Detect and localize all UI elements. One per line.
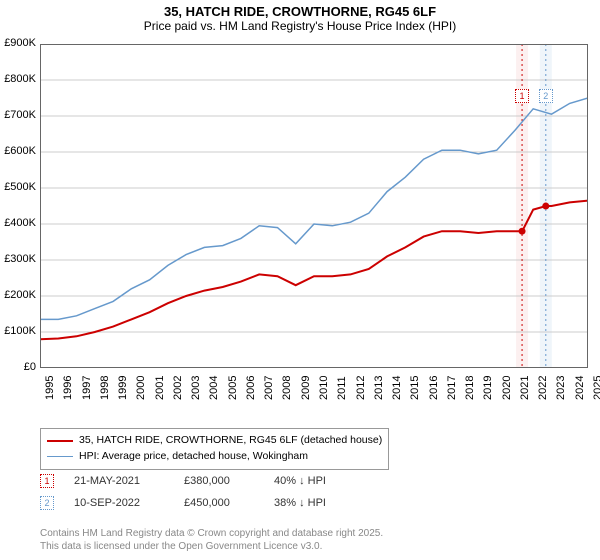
sale-marker-2: 2 — [539, 89, 553, 103]
sale-marker-icon: 1 — [40, 474, 54, 488]
sale-marker-icon: 2 — [40, 496, 54, 510]
x-tick-label: 1999 — [117, 376, 129, 400]
sale-row-1: 1 21-MAY-2021 £380,000 40% ↓ HPI — [40, 474, 326, 488]
x-tick-label: 2009 — [300, 376, 312, 400]
x-tick-label: 2014 — [391, 376, 403, 400]
y-tick-label: £700K — [0, 109, 36, 121]
x-tick-label: 1997 — [81, 376, 93, 400]
legend-item: 35, HATCH RIDE, CROWTHORNE, RG45 6LF (de… — [47, 433, 382, 449]
x-tick-label: 2021 — [519, 376, 531, 400]
legend-label: 35, HATCH RIDE, CROWTHORNE, RG45 6LF (de… — [79, 433, 382, 449]
x-tick-label: 2004 — [208, 376, 220, 400]
sale-row-2: 2 10-SEP-2022 £450,000 38% ↓ HPI — [40, 496, 326, 510]
sale-date: 10-SEP-2022 — [74, 497, 164, 509]
x-tick-label: 1996 — [62, 376, 74, 400]
chart-plot — [40, 44, 588, 368]
y-tick-label: £200K — [0, 289, 36, 301]
legend-item: HPI: Average price, detached house, Woki… — [47, 449, 382, 465]
sale-date: 21-MAY-2021 — [74, 475, 164, 487]
y-tick-label: £800K — [0, 73, 36, 85]
y-tick-label: £0 — [0, 361, 36, 373]
x-tick-label: 2025 — [592, 376, 600, 400]
sale-marker-1: 1 — [515, 89, 529, 103]
x-tick-label: 2000 — [135, 376, 147, 400]
legend: 35, HATCH RIDE, CROWTHORNE, RG45 6LF (de… — [40, 428, 389, 470]
legend-swatch — [47, 456, 73, 457]
x-tick-label: 2007 — [263, 376, 275, 400]
x-tick-label: 2015 — [409, 376, 421, 400]
y-tick-label: £900K — [0, 37, 36, 49]
x-tick-label: 2006 — [245, 376, 257, 400]
sale-price: £380,000 — [184, 475, 254, 487]
y-tick-label: £400K — [0, 217, 36, 229]
x-tick-label: 2024 — [574, 376, 586, 400]
chart-title: 35, HATCH RIDE, CROWTHORNE, RG45 6LF — [0, 0, 600, 19]
x-tick-label: 2001 — [154, 376, 166, 400]
x-tick-label: 2012 — [355, 376, 367, 400]
legend-swatch — [47, 440, 73, 442]
x-tick-label: 2016 — [428, 376, 440, 400]
sale-price: £450,000 — [184, 497, 254, 509]
x-tick-label: 2023 — [555, 376, 567, 400]
x-tick-label: 2019 — [482, 376, 494, 400]
x-tick-label: 2011 — [336, 376, 348, 400]
x-tick-label: 2005 — [227, 376, 239, 400]
x-tick-label: 2013 — [373, 376, 385, 400]
x-tick-label: 2020 — [501, 376, 513, 400]
legend-label: HPI: Average price, detached house, Woki… — [79, 449, 308, 465]
footer-line-1: Contains HM Land Registry data © Crown c… — [40, 528, 383, 539]
x-tick-label: 1995 — [44, 376, 56, 400]
y-tick-label: £300K — [0, 253, 36, 265]
x-tick-label: 2010 — [318, 376, 330, 400]
y-tick-label: £500K — [0, 181, 36, 193]
x-tick-label: 2017 — [446, 376, 458, 400]
footer-line-2: This data is licensed under the Open Gov… — [40, 541, 322, 552]
x-tick-label: 2008 — [281, 376, 293, 400]
y-tick-label: £600K — [0, 145, 36, 157]
y-tick-label: £100K — [0, 325, 36, 337]
sales-table: 1 21-MAY-2021 £380,000 40% ↓ HPI 2 10-SEP-202… — [40, 474, 326, 510]
x-tick-label: 2022 — [537, 376, 549, 400]
x-tick-label: 1998 — [99, 376, 111, 400]
x-tick-label: 2002 — [172, 376, 184, 400]
sale-delta: 40% ↓ HPI — [274, 475, 326, 487]
chart-subtitle: Price paid vs. HM Land Registry's House … — [0, 19, 600, 39]
x-tick-label: 2003 — [190, 376, 202, 400]
x-tick-label: 2018 — [464, 376, 476, 400]
sale-delta: 38% ↓ HPI — [274, 497, 326, 509]
